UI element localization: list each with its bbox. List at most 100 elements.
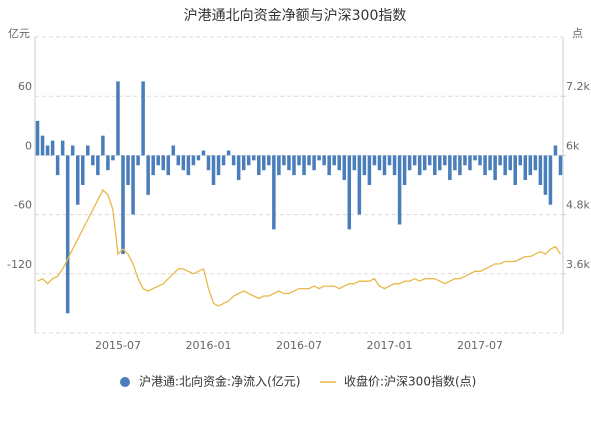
bar: [468, 155, 472, 171]
y2-axis-unit: 点: [572, 27, 583, 40]
bar: [101, 135, 105, 156]
bar: [337, 155, 341, 171]
bar: [483, 155, 487, 176]
bar: [347, 155, 352, 230]
y2-tick-label: 6k: [566, 139, 580, 152]
bar: [111, 155, 115, 161]
bar: [443, 155, 447, 166]
bar: [60, 140, 65, 156]
x-tick-label: 2016-07: [276, 339, 322, 352]
chart-title: 沪港通北向资金净额与沪深300指数: [184, 8, 407, 24]
bar: [81, 155, 85, 185]
legend-label: 沪港通:北向资金:净流入(亿元): [139, 374, 300, 389]
y-tick-label: -120: [7, 258, 32, 271]
bar: [297, 155, 301, 166]
y-tick-label: 60: [18, 80, 32, 93]
bar: [508, 155, 512, 171]
bar: [322, 155, 326, 166]
bar: [70, 145, 75, 156]
bar: [438, 155, 442, 171]
bar: [448, 155, 452, 181]
bar: [91, 155, 95, 166]
bar: [106, 155, 110, 171]
bar: [35, 120, 40, 156]
bar: [161, 155, 165, 171]
bar: [201, 150, 206, 156]
bar: [136, 155, 140, 166]
bar: [402, 155, 407, 185]
x-tick-label: 2015-07: [95, 339, 141, 352]
bar: [422, 155, 427, 171]
bar: [478, 155, 482, 166]
bar: [272, 155, 276, 230]
bar: [65, 155, 70, 314]
bar: [126, 155, 130, 185]
bar: [50, 140, 55, 156]
bar: [498, 155, 502, 166]
bar: [458, 155, 462, 176]
bar: [146, 155, 150, 195]
bar: [342, 155, 347, 181]
bar: [181, 155, 186, 171]
bar: [513, 155, 517, 185]
bar: [151, 155, 155, 176]
bar: [518, 155, 523, 166]
bar: [246, 155, 251, 166]
bar: [382, 155, 387, 176]
bar: [116, 81, 120, 156]
bar: [503, 155, 507, 176]
bar: [45, 145, 50, 156]
bar: [267, 155, 271, 166]
bar: [302, 155, 306, 176]
bar: [251, 155, 256, 161]
bar: [397, 155, 402, 225]
bar: [412, 155, 417, 166]
bar: [367, 155, 372, 185]
bar: [558, 155, 563, 176]
bar: [236, 155, 241, 181]
bar: [221, 155, 226, 166]
bar: [453, 155, 457, 171]
bar: [473, 155, 477, 161]
bar: [262, 155, 266, 171]
bar: [352, 155, 357, 171]
bar: [282, 155, 286, 166]
bar: [216, 155, 221, 176]
bar: [40, 135, 45, 156]
bar: [206, 155, 211, 171]
bar: [171, 145, 176, 156]
bar: [186, 155, 191, 176]
bar: [96, 155, 100, 176]
bar: [312, 155, 316, 171]
bar: [538, 155, 543, 185]
bar: [307, 155, 311, 166]
bar: [226, 150, 231, 156]
bar: [166, 155, 171, 176]
bar: [357, 155, 362, 215]
bar: [417, 155, 422, 176]
bar: [191, 155, 196, 166]
bar: [287, 155, 291, 171]
bar: [548, 155, 553, 205]
bar: [121, 155, 125, 255]
x-tick-label: 2017-07: [457, 339, 503, 352]
x-tick-label: 2017-01: [367, 339, 413, 352]
bar: [75, 155, 80, 205]
bar: [533, 155, 538, 171]
bar: [377, 155, 382, 171]
bar: [427, 155, 432, 166]
bar: [231, 155, 236, 166]
bar: [372, 155, 377, 166]
bar: [156, 155, 160, 166]
bar: [277, 155, 281, 176]
bar: [407, 155, 412, 171]
bar: [141, 81, 145, 156]
bar: [528, 155, 533, 176]
legend-label: 收盘价:沪深300指数(点): [344, 374, 476, 389]
bar: [176, 155, 181, 166]
bar: [543, 155, 548, 195]
y2-tick-label: 3.6k: [566, 258, 590, 271]
bar: [523, 155, 528, 181]
bar: [463, 155, 467, 166]
